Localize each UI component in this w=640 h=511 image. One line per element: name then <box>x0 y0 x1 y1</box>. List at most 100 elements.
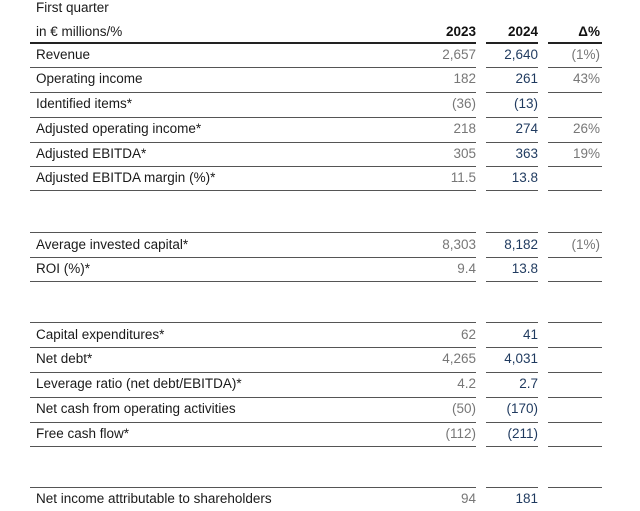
value-2023: 4,265 <box>442 351 476 366</box>
row-divider <box>548 347 602 348</box>
value-2024: 2.7 <box>519 376 538 391</box>
value-2023: (112) <box>445 426 476 441</box>
period-label: First quarter <box>36 0 109 15</box>
table-row: Leverage ratio (net debt/EBITDA)* 4.2 2.… <box>0 372 640 396</box>
value-2024: 41 <box>522 327 538 342</box>
value-2023: 11.5 <box>450 170 476 185</box>
row-label: Net cash from operating activities <box>36 401 236 416</box>
section-top-rule <box>30 322 476 323</box>
section-bottom-rule <box>548 446 602 447</box>
section-bottom-rule <box>30 190 476 191</box>
row-label: Capital expenditures* <box>36 327 165 342</box>
column-header-delta: Δ% <box>578 24 600 39</box>
value-delta: 26% <box>572 121 600 136</box>
row-divider <box>30 257 476 258</box>
table-row: Free cash flow* (112) (211) <box>0 422 640 446</box>
row-divider <box>30 347 476 348</box>
header-rule-delta <box>548 42 602 44</box>
row-label: Average invested capital* <box>36 237 189 252</box>
row-label: ROI (%)* <box>36 261 90 276</box>
column-header-2024: 2024 <box>507 24 538 39</box>
table-row: Average invested capital* 8,303 8,182 (1… <box>0 233 640 257</box>
row-label: Free cash flow* <box>36 426 130 441</box>
value-2024: (211) <box>507 426 538 441</box>
value-2024: 13.8 <box>511 170 538 185</box>
section-bottom-rule <box>486 190 538 191</box>
row-divider <box>548 67 602 68</box>
row-divider <box>486 347 538 348</box>
value-2023: (50) <box>451 401 476 416</box>
value-delta: (1%) <box>571 237 600 252</box>
value-2023: 9.4 <box>457 261 476 276</box>
row-divider <box>30 92 476 93</box>
row-divider <box>30 422 476 423</box>
table-row: Operating income 182 261 43% <box>0 67 640 91</box>
column-header-2023: 2023 <box>445 24 476 39</box>
row-label: Net debt* <box>36 351 93 366</box>
row-divider <box>548 422 602 423</box>
section-bottom-rule <box>548 190 602 191</box>
header-rule <box>30 42 476 44</box>
value-delta: 43% <box>572 71 600 86</box>
section-bottom-rule <box>548 281 602 282</box>
row-divider <box>30 166 476 167</box>
row-divider <box>30 67 476 68</box>
row-divider <box>486 67 538 68</box>
row-divider <box>486 397 538 398</box>
section-bottom-rule <box>30 281 476 282</box>
value-2023: 305 <box>453 146 476 161</box>
header-rule-2024 <box>486 42 538 44</box>
value-delta: 19% <box>572 146 600 161</box>
row-divider <box>30 372 476 373</box>
table-row: Net cash from operating activities (50) … <box>0 397 640 421</box>
row-divider <box>548 372 602 373</box>
section-top-rule <box>486 322 538 323</box>
section-bottom-rule <box>30 446 476 447</box>
section-top-rule <box>548 487 602 488</box>
table-row: Identified items* (36) (13) <box>0 92 640 116</box>
value-2024: 181 <box>515 491 538 506</box>
value-2023: 4.2 <box>457 376 476 391</box>
row-label: Identified items* <box>36 96 133 111</box>
row-divider <box>486 117 538 118</box>
row-divider <box>30 142 476 143</box>
section-bottom-rule <box>486 281 538 282</box>
value-2023: 2,657 <box>442 47 476 62</box>
section-bottom-rule <box>486 446 538 447</box>
section-top-rule <box>486 487 538 488</box>
row-label: Adjusted EBITDA margin (%)* <box>36 170 216 185</box>
table-row: Net income attributable to shareholders … <box>0 487 640 511</box>
value-2024: (170) <box>506 401 538 416</box>
value-delta: (1%) <box>571 47 600 62</box>
row-divider <box>548 397 602 398</box>
value-2024: 363 <box>515 146 538 161</box>
value-2024: (13) <box>513 96 538 111</box>
unit-label: in € millions/% <box>36 24 123 39</box>
section-top-rule <box>30 487 476 488</box>
row-label: Adjusted operating income* <box>36 121 202 136</box>
row-label: Adjusted EBITDA* <box>36 146 147 161</box>
section-top-rule <box>486 232 538 233</box>
value-2024: 261 <box>515 71 538 86</box>
table-row: Adjusted EBITDA* 305 363 19% <box>0 142 640 166</box>
table-row: Adjusted operating income* 218 274 26% <box>0 117 640 141</box>
table-row: Net debt* 4,265 4,031 <box>0 347 640 371</box>
row-label: Net income attributable to shareholders <box>36 491 272 506</box>
section-top-rule <box>548 232 602 233</box>
value-2023: (36) <box>451 96 476 111</box>
value-2024: 8,182 <box>504 237 538 252</box>
section-top-rule <box>548 322 602 323</box>
table-row: Revenue 2,657 2,640 (1%) <box>0 43 640 67</box>
table-row: Adjusted EBITDA margin (%)* 11.5 13.8 <box>0 166 640 190</box>
row-divider <box>548 166 602 167</box>
row-divider <box>548 117 602 118</box>
row-divider <box>486 142 538 143</box>
row-divider <box>486 166 538 167</box>
row-divider <box>30 397 476 398</box>
value-2023: 62 <box>460 327 476 342</box>
value-2023: 218 <box>453 121 476 136</box>
row-divider <box>486 257 538 258</box>
row-label: Leverage ratio (net debt/EBITDA)* <box>36 376 242 391</box>
value-2023: 94 <box>460 491 476 506</box>
table-row: ROI (%)* 9.4 13.8 <box>0 257 640 281</box>
